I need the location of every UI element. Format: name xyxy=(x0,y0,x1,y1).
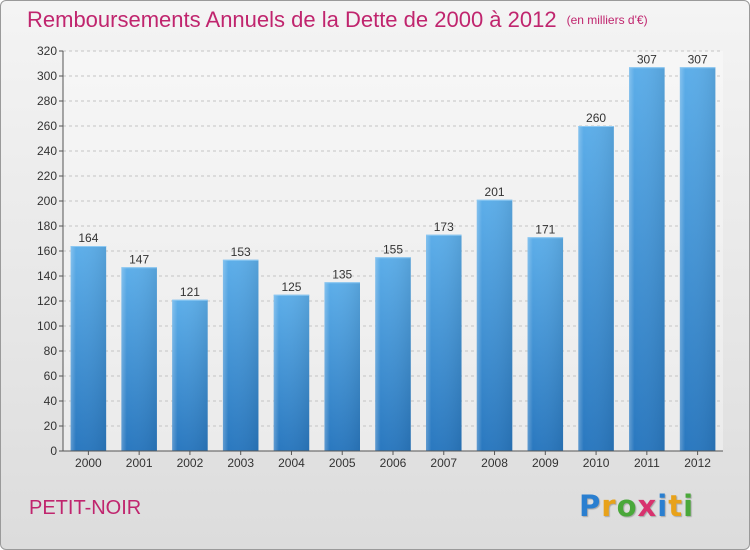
y-axis: 0 20 40 60 80 100 120 140 160 180 200 220 240 260 280 3… xyxy=(37,44,64,458)
data-label: 201 xyxy=(485,185,505,199)
place-name: PETIT-NOIR xyxy=(29,497,142,519)
logo-letter: o xyxy=(616,489,638,523)
bar-shade xyxy=(629,67,665,451)
y-tick-label: 140 xyxy=(37,269,57,283)
x-tick-label: 2000 xyxy=(75,456,102,470)
y-tick-label: 80 xyxy=(44,344,58,358)
x-tick-label: 2006 xyxy=(380,456,407,470)
y-tick-label: 160 xyxy=(37,244,57,258)
x-axis: 2000 2001 2002 2003 2004 2005 2006 2007 2008 2009… xyxy=(63,450,723,470)
data-label: 153 xyxy=(231,245,251,259)
data-label: 171 xyxy=(535,222,555,236)
y-tick-label: 240 xyxy=(37,144,57,158)
proxiti-logo: Proxiti xyxy=(579,489,694,523)
bar-shade xyxy=(121,267,157,451)
y-tick-label: 300 xyxy=(37,69,57,83)
x-tick-label: 2010 xyxy=(583,456,610,470)
bar-shade xyxy=(426,234,462,451)
y-tick-label: 180 xyxy=(37,219,57,233)
bar-shade xyxy=(222,259,259,451)
data-label: 125 xyxy=(281,280,301,294)
chart-title: Remboursements Annuels de la Dette de 20… xyxy=(27,7,648,33)
y-tick-label: 280 xyxy=(37,94,57,108)
logo-letter: P xyxy=(579,489,602,523)
x-tick-label: 2005 xyxy=(329,456,356,470)
y-tick-label: 200 xyxy=(37,194,57,208)
bar-shade xyxy=(70,246,107,451)
y-tick-label: 100 xyxy=(37,319,57,333)
y-tick-label: 40 xyxy=(44,394,58,408)
data-label: 147 xyxy=(129,252,149,266)
data-label: 260 xyxy=(586,111,606,125)
x-tick-label: 2009 xyxy=(532,456,559,470)
x-tick-label: 2007 xyxy=(430,456,457,470)
y-tick-label: 320 xyxy=(37,44,57,58)
data-label: 307 xyxy=(637,52,657,66)
bars xyxy=(70,67,716,451)
logo-letter: r xyxy=(601,489,617,523)
bar-shade xyxy=(172,299,208,451)
data-label: 164 xyxy=(78,231,98,245)
data-label: 173 xyxy=(434,220,454,234)
bar-shade xyxy=(679,67,716,451)
data-label: 155 xyxy=(383,242,403,256)
x-tick-label: 2001 xyxy=(126,456,153,470)
bar-shade xyxy=(375,257,411,451)
logo-letter: i xyxy=(657,489,669,523)
bar-shade xyxy=(578,126,614,451)
logo-letter: i xyxy=(683,489,695,523)
x-tick-label: 2003 xyxy=(227,456,254,470)
data-label: 121 xyxy=(180,285,200,299)
data-labels: 164 147 121 153 125 135 155 173 201 171 260 307 307 xyxy=(78,52,708,299)
y-tick-label: 260 xyxy=(37,119,57,133)
bar-shade xyxy=(273,294,310,451)
y-tick-label: 0 xyxy=(50,444,57,458)
x-tick-label: 2008 xyxy=(481,456,508,470)
bar-shade xyxy=(527,237,564,451)
x-tick-label: 2011 xyxy=(634,456,660,470)
x-tick-label: 2012 xyxy=(684,456,711,470)
data-label: 135 xyxy=(332,267,352,281)
logo-letter: t xyxy=(668,489,684,523)
x-tick-label: 2002 xyxy=(177,456,204,470)
chart-title-text: Remboursements Annuels de la Dette de 20… xyxy=(27,7,557,32)
logo-letter: x xyxy=(637,489,658,523)
x-tick-label: 2004 xyxy=(278,456,305,470)
bar-shade xyxy=(324,282,360,451)
y-tick-label: 20 xyxy=(44,419,58,433)
y-tick-label: 220 xyxy=(37,169,57,183)
data-label: 307 xyxy=(688,52,708,66)
chart-subtitle: (en milliers d'€) xyxy=(566,13,648,27)
y-tick-label: 60 xyxy=(44,369,58,383)
bar-shade xyxy=(476,199,513,451)
y-tick-label: 120 xyxy=(37,294,57,308)
